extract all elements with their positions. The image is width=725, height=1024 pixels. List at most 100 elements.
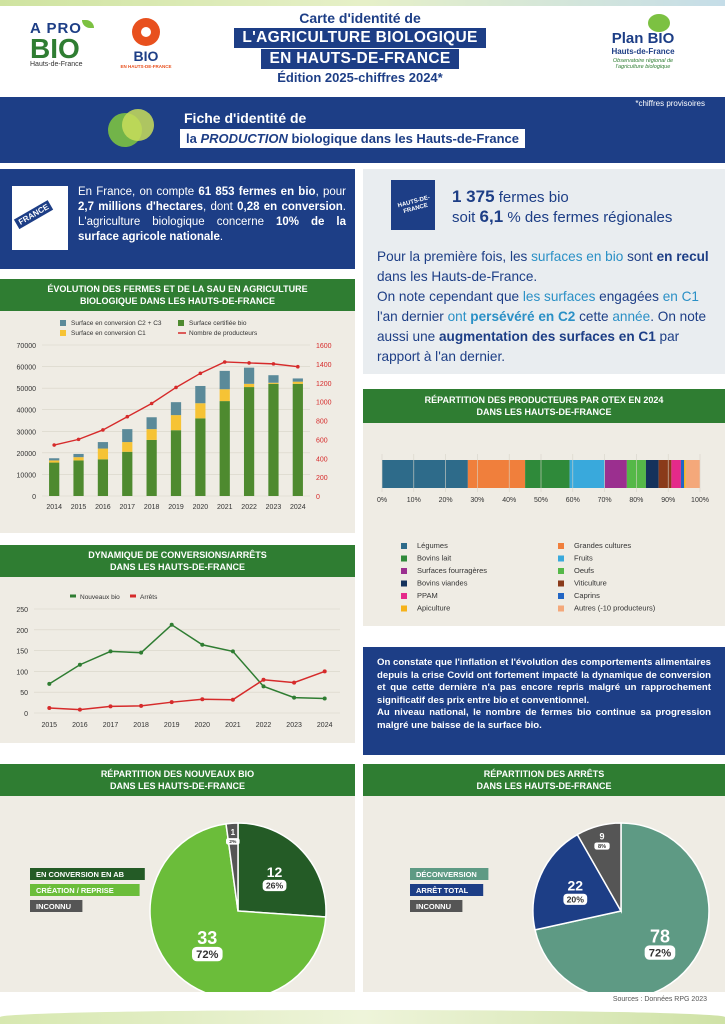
bar-0: [219, 401, 230, 496]
y2-tick-label: 1200: [316, 381, 332, 388]
banner-line2-em: PRODUCTION: [200, 131, 288, 146]
region-p1c: surfaces en bio: [531, 249, 624, 264]
bar-1: [170, 415, 182, 431]
otex-legend-label-11: Autres (-10 producteurs): [574, 604, 656, 613]
bar-0: [49, 462, 60, 496]
pie-legend-box-1: [410, 884, 484, 896]
producers-point: [271, 362, 276, 366]
dyn-point-1: [77, 707, 82, 712]
x-tick-label: 2016: [95, 504, 111, 511]
region-pct-num: 6,1: [479, 207, 504, 226]
pie-legend-box-2: [30, 900, 83, 912]
dyn-y-tick: 0: [24, 711, 28, 718]
bar-2: [146, 417, 157, 430]
otex-title: RÉPARTITION DES PRODUCTEURS PAR OTEX EN …: [363, 389, 725, 423]
otex-legend-label-4: Surfaces fourragères: [417, 566, 487, 575]
otex-x-tick: 0%: [377, 497, 387, 504]
dyn-legend-label-0: Nouveaux bio: [80, 594, 120, 601]
pie-pct-0: 72%: [649, 948, 671, 960]
pie-pct-bg-1: [563, 893, 588, 905]
bar-1: [219, 389, 230, 402]
pie-pct-1: 72%: [196, 949, 218, 961]
otex-x-tick: 70%: [598, 497, 612, 504]
bar-2: [292, 378, 303, 382]
dyn-y-tick: 150: [16, 649, 28, 656]
bar-0: [268, 383, 279, 496]
otex-x-tick: 90%: [661, 497, 675, 504]
plan-logo-sub: Hauts-de-France: [611, 47, 675, 56]
plan-logo-desc1: Observatoire régional de: [612, 58, 674, 64]
x-tick-label: 2019: [168, 504, 184, 511]
region-p2j: . On note aussi une: [377, 309, 707, 344]
dyn-legend-label-1: Arrêts: [140, 594, 158, 601]
region-p2c: les surfaces: [522, 289, 596, 304]
inflation-box: On constate que l'inflation et l'évoluti…: [363, 647, 725, 755]
y2-tick-label: 800: [316, 419, 328, 426]
france-t2: , pour: [315, 186, 346, 198]
otex-x-tick: 40%: [502, 497, 516, 504]
dyn-x-tick: 2018: [133, 722, 149, 729]
banner-line2-box: la PRODUCTION biologique dans les Hauts-…: [180, 129, 526, 148]
otex-segment-6: [645, 460, 659, 488]
x-tick-label: 2023: [266, 504, 282, 511]
plan-bio-logo: Plan BIO Hauts-de-France Observatoire ré…: [588, 14, 698, 84]
region-p2g: persévéré en C2: [466, 309, 576, 324]
pie-pct-bg-2: [594, 842, 610, 850]
evolution-chart: Surface en conversion C2 + C3 Surface cer…: [17, 320, 332, 511]
producers-point: [222, 360, 227, 364]
bar-2: [268, 375, 279, 383]
otex-x-tick: 100%: [691, 497, 709, 504]
otex-title2: DANS LES HAUTS-DE-FRANCE: [476, 407, 612, 417]
leaf-icon: [82, 20, 94, 28]
dyn-point-0: [322, 696, 327, 701]
dyn-point-0: [169, 622, 174, 627]
dyn-point-1: [108, 704, 113, 709]
x-tick-label: 2014: [46, 504, 62, 511]
bar-1: [146, 429, 157, 440]
sources-note: Sources : Données RPG 2023: [612, 996, 707, 1003]
dyn-x-tick: 2016: [72, 722, 88, 729]
plan-logo-desc2: l'agriculture biologique: [615, 64, 671, 70]
bar-2: [170, 402, 182, 416]
region-p1b: sont: [623, 249, 657, 264]
region-pct: soit 6,1 % des fermes régionales: [452, 207, 672, 227]
pie-legend-label-0: DÉCONVERSION: [416, 870, 477, 879]
legend-label-2: Surface en conversion C1: [71, 330, 146, 337]
otex-segment-8: [671, 460, 681, 488]
otex-legend-swatch-8: [401, 593, 407, 599]
region-p1d: en recul: [656, 249, 709, 264]
otex-legend-swatch-6: [401, 580, 407, 587]
france-box: FRANCE En France, on compte 61 853 ferme…: [0, 169, 355, 269]
dyn-point-1: [47, 706, 52, 711]
otex-x-tick: 10%: [407, 497, 421, 504]
x-tick-label: 2020: [193, 504, 209, 511]
bio-logo-sub: EN HAUTS-DE-FRANCE: [120, 64, 172, 69]
otex-legend-label-7: Viticulture: [574, 579, 607, 588]
header-title-block: Carte d'identité de L'AGRICULTURE BIOLOG…: [195, 10, 525, 85]
dyn-point-1: [230, 697, 235, 702]
france-t1: En France, on compte: [78, 186, 199, 198]
otex-legend-swatch-7: [558, 580, 564, 587]
pie-slice-2: [576, 822, 622, 914]
pie-legend-label-2: INCONNU: [416, 902, 451, 911]
otex-x-tick: 80%: [629, 497, 643, 504]
otex-legend-swatch-5: [558, 568, 564, 574]
dyn-x-tick: 2020: [195, 722, 211, 729]
region-p2e: l'an dernier: [377, 309, 448, 324]
pie-legend-label-0: EN CONVERSION EN AB: [36, 870, 125, 879]
france-text: En France, on compte 61 853 fermes en bi…: [78, 185, 346, 245]
otex-segment-9: [680, 460, 685, 488]
producers-point: [101, 428, 105, 432]
otex-legend-swatch-4: [401, 568, 407, 574]
bar-0: [243, 387, 255, 496]
evolution-title1: ÉVOLUTION DES FERMES ET DE LA SAU EN AGR…: [47, 284, 308, 294]
dyn-x-tick: 2024: [317, 722, 333, 729]
otex-legend-swatch-2: [401, 555, 407, 562]
header-line2: L'AGRICULTURE BIOLOGIQUE: [234, 28, 486, 48]
france-b1: 61 853 fermes en bio: [198, 186, 316, 198]
pie-legend-box-1: [30, 884, 140, 896]
otex-legend-swatch-0: [401, 543, 407, 549]
inflation-text1: On constate que l'inflation et l'évoluti…: [377, 657, 712, 706]
dyn-point-0: [77, 662, 82, 667]
nouveaux-title: RÉPARTITION DES NOUVEAUX BIO DANS LES HAU…: [0, 764, 355, 796]
